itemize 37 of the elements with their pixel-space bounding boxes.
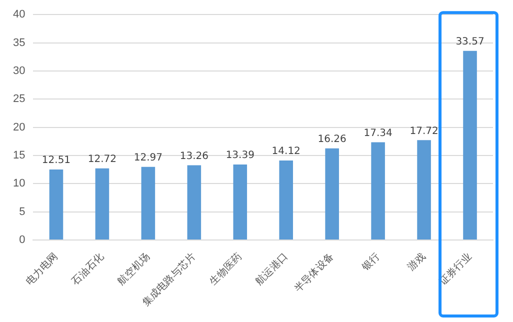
- y-tick-label: 30: [12, 64, 26, 77]
- bar: [417, 140, 431, 240]
- data-label: 16.26: [318, 134, 346, 145]
- data-label: 13.39: [226, 150, 254, 162]
- bar: [233, 164, 248, 240]
- data-label: 17.72: [410, 126, 438, 137]
- x-tick-label: 生物医药: [207, 250, 244, 288]
- y-tick-label: 0: [19, 234, 26, 246]
- bar: [279, 160, 294, 240]
- y-tick-label: 40: [12, 8, 26, 21]
- y-tick-label: 25: [12, 93, 26, 106]
- x-tick-label: 石油石化: [69, 250, 106, 288]
- y-tick-label: 20: [12, 121, 26, 134]
- data-label: 12.72: [88, 154, 117, 165]
- y-tick-label: 5: [19, 206, 26, 218]
- bar: [187, 165, 202, 240]
- bar: [325, 148, 339, 240]
- bar: [141, 166, 156, 240]
- bar: [49, 170, 64, 240]
- bar: [463, 50, 477, 240]
- data-label: 12.51: [42, 155, 71, 166]
- bar: [95, 168, 110, 240]
- x-tick-label: 银行: [359, 251, 382, 274]
- y-tick-label: 15: [12, 150, 26, 162]
- x-tick-label: 航空机场: [115, 250, 152, 288]
- y-tick-label: 10: [12, 178, 26, 190]
- bar: [371, 142, 385, 240]
- x-tick-label: 游戏: [405, 250, 428, 274]
- x-tick-label: 航运港口: [253, 250, 290, 288]
- data-label: 17.34: [364, 128, 392, 139]
- data-label: 14.12: [272, 146, 300, 158]
- data-label: 33.57: [456, 36, 484, 48]
- data-label: 12.97: [134, 152, 162, 164]
- data-label: 13.26: [180, 150, 208, 162]
- y-tick-label: 35: [12, 36, 26, 49]
- x-tick-label: 电力电网: [23, 250, 60, 288]
- x-tick-label: 半导体设备: [292, 250, 336, 295]
